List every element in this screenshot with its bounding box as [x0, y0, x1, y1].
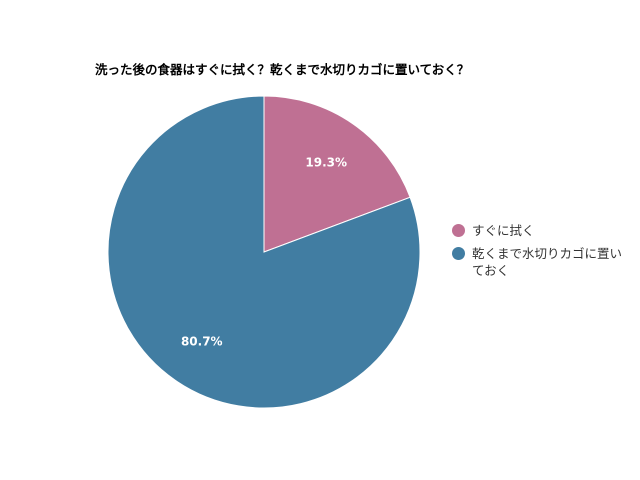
pie-slice[interactable]: [107, 95, 421, 409]
legend-item[interactable]: 乾くまで水切りカゴに置いておく: [452, 245, 632, 279]
legend-label: すぐに拭く: [472, 223, 535, 238]
chart-title: 洗った後の食器はすぐに拭く？乾くまで水切りカゴに置いておく？: [95, 62, 470, 77]
legend-item[interactable]: すぐに拭く: [452, 222, 632, 239]
data-label: 19.3%: [305, 155, 347, 169]
pie-slice[interactable]: [263, 95, 411, 253]
data-label: 80.7%: [181, 335, 223, 349]
legend-swatch: [452, 247, 465, 260]
legend: すぐに拭く 乾くまで水切りカゴに置いておく: [452, 222, 632, 285]
legend-swatch: [452, 224, 465, 237]
legend-label: 乾くまで水切りカゴに置いておく: [472, 246, 623, 278]
